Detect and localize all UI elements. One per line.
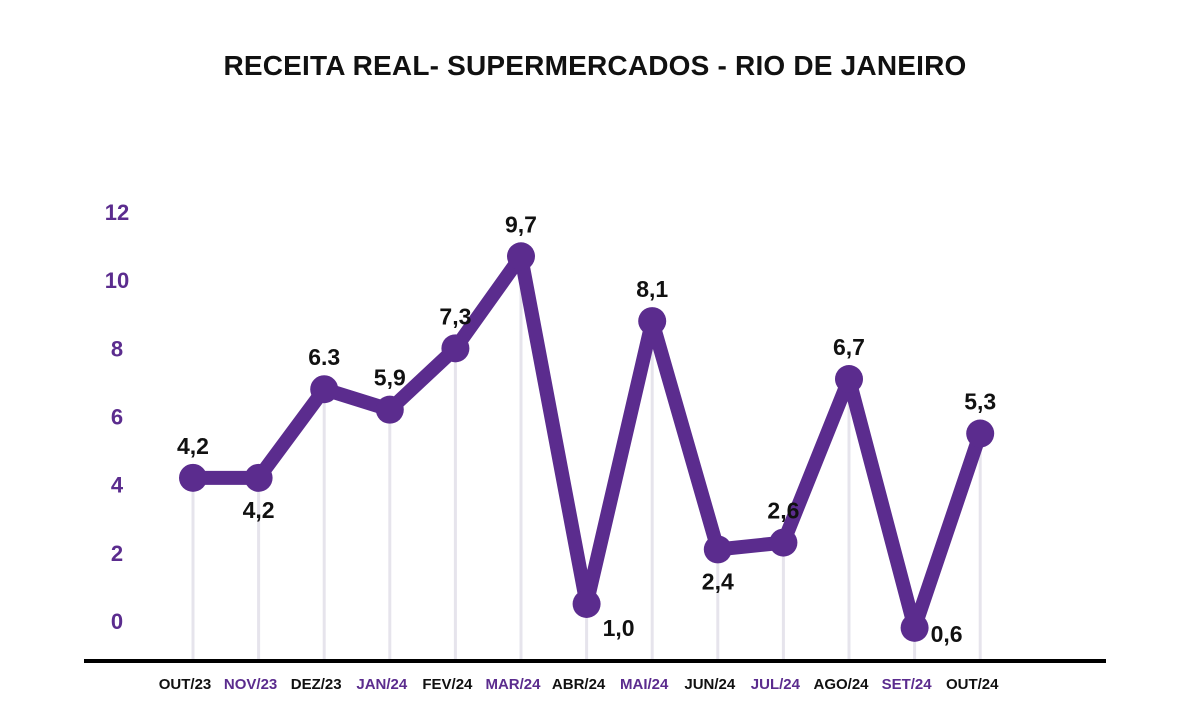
data-point bbox=[244, 463, 273, 492]
x-tick-label: OUT/24 bbox=[946, 676, 999, 693]
x-tick-label: JAN/24 bbox=[356, 676, 408, 693]
data-point bbox=[703, 535, 732, 564]
guide-lines bbox=[191, 256, 982, 660]
data-point bbox=[638, 307, 667, 336]
data-point bbox=[179, 463, 207, 492]
x-axis-ticks: OUT/23 NOV/23 DEZ/23 JAN/24 FEV/24 MAR/24 ABR/… bbox=[159, 676, 999, 693]
data-label: 1,0 bbox=[603, 615, 635, 641]
data-label: 8,1 bbox=[636, 276, 668, 302]
x-tick-label: ABR/24 bbox=[552, 676, 606, 693]
data-point bbox=[835, 365, 863, 394]
y-axis-ticks: 0 2 4 6 8 10 12 bbox=[105, 200, 129, 634]
y-tick-label: 0 bbox=[111, 609, 123, 634]
x-tick-label: AGO/24 bbox=[813, 676, 869, 693]
x-tick-label: NOV/23 bbox=[224, 676, 277, 693]
x-tick-label: MAR/24 bbox=[485, 676, 541, 693]
data-point bbox=[441, 334, 470, 363]
x-tick-label: JUN/24 bbox=[684, 676, 736, 693]
data-label: 6.3 bbox=[308, 344, 340, 370]
x-tick-label: SET/24 bbox=[882, 676, 933, 693]
x-tick-label: JUL/24 bbox=[751, 676, 801, 693]
data-point bbox=[375, 395, 404, 424]
x-tick-label: DEZ/23 bbox=[291, 676, 342, 693]
data-label: 2,4 bbox=[702, 568, 734, 594]
series-line bbox=[186, 249, 988, 635]
data-point bbox=[966, 419, 995, 448]
data-label: 5,9 bbox=[374, 365, 406, 391]
data-label: 4,2 bbox=[243, 497, 275, 523]
data-point bbox=[310, 375, 339, 404]
y-tick-label: 8 bbox=[111, 336, 123, 361]
data-point bbox=[900, 613, 929, 642]
data-point bbox=[572, 589, 601, 618]
data-label: 7,3 bbox=[439, 303, 471, 329]
y-tick-label: 10 bbox=[105, 268, 129, 293]
data-label: 0,6 bbox=[931, 621, 963, 647]
data-label: 9,7 bbox=[505, 211, 537, 237]
data-label: 6,7 bbox=[833, 334, 865, 360]
x-tick-label: OUT/23 bbox=[159, 676, 212, 693]
data-series bbox=[179, 242, 995, 642]
data-label: 4,2 bbox=[177, 433, 209, 459]
data-point bbox=[507, 242, 535, 271]
y-tick-label: 4 bbox=[111, 473, 124, 498]
data-point bbox=[769, 528, 798, 557]
data-labels: 4,2 4,2 6.3 5,9 7,3 9,7 1,0 8,1 2,4 2,6 6,7 0,6 5,3 bbox=[177, 211, 996, 647]
y-tick-label: 6 bbox=[111, 405, 123, 430]
chart-title: RECEITA REAL- SUPERMERCADOS - RIO DE JAN… bbox=[223, 50, 967, 81]
x-tick-label: FEV/24 bbox=[422, 676, 473, 693]
data-label: 2,6 bbox=[767, 498, 799, 524]
y-tick-label: 2 bbox=[111, 541, 123, 566]
y-tick-label: 12 bbox=[105, 200, 129, 225]
x-tick-label: MAI/24 bbox=[620, 676, 669, 693]
data-label: 5,3 bbox=[964, 389, 996, 415]
